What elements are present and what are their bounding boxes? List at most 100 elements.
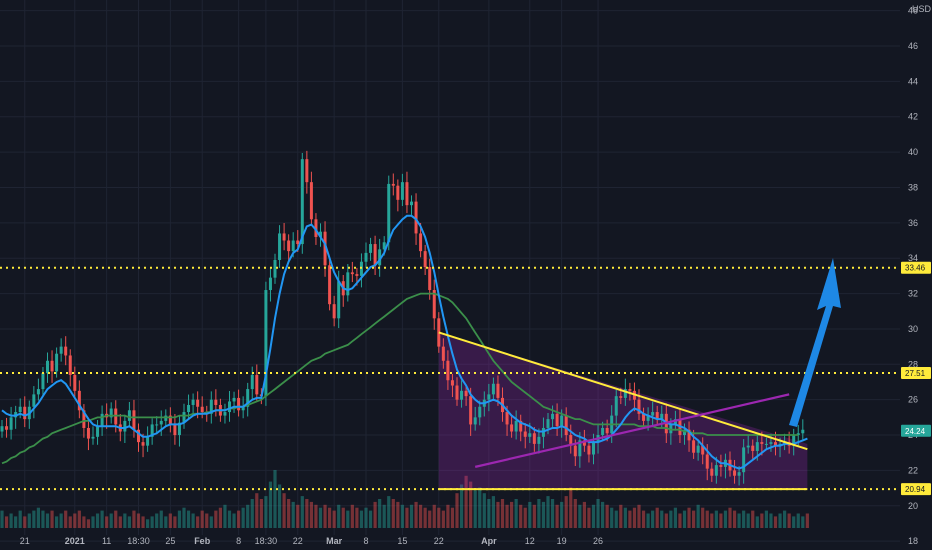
volume-bar [45,513,50,528]
volume-bar [18,510,22,528]
time-tick-label: 8 [236,536,241,546]
candle-body [346,272,350,296]
candle-body [582,440,586,446]
candle-body [209,399,213,414]
volume-bar [200,510,204,528]
triangle-pattern-fill [438,332,808,490]
candle-body [414,201,418,234]
volume-bar [337,504,341,528]
volume-bar [487,499,491,528]
candle-body [751,445,755,451]
candle-body [719,465,723,467]
volume-bar [287,499,291,528]
volume-bar [368,510,373,528]
candle-body [68,355,72,375]
candle-body [792,435,796,446]
candle-body [573,445,577,457]
candle-body [127,410,131,421]
candle-body [150,424,154,437]
candle-body [460,390,464,400]
candle-body [692,440,696,453]
volume-bar [623,507,627,528]
candle-body [268,277,272,291]
candle-body [746,445,750,448]
candle-body [364,252,368,262]
time-axis[interactable]: 21 2021 11 18:30 25 Feb 8 18:30 22 Mar 8 15 22 Apr 12 1… [20,536,603,546]
candle-body [77,390,81,411]
volume-bar [109,513,113,528]
volume-bar [255,493,259,528]
candle-body [96,426,100,437]
volume-bar [705,510,709,528]
trend-drawings [438,258,841,491]
volume-bar [259,499,263,528]
candle-body [569,435,573,446]
volume-bar [359,510,364,528]
candle-body [300,159,304,245]
volume-bar [309,501,313,528]
candle-body [255,374,259,395]
time-tick-label: 22 [293,536,303,546]
last-price-label: 24.24 [905,427,926,436]
volume-bar [23,516,27,528]
volume-bar [105,516,109,528]
time-tick-label: 18:30 [127,536,150,546]
volume-bar [277,484,282,528]
candle-body [369,244,373,253]
candle-body [64,346,68,356]
price-tick-label: 44 [908,76,918,86]
candle-body [742,447,746,473]
candle-body [755,442,759,451]
candle-body [191,399,195,405]
volume-bar [314,504,318,528]
candle-body [373,244,377,266]
volume-bar [264,496,268,528]
volume-bar [328,507,332,528]
candle-body [264,290,268,397]
volume-bar [573,499,577,528]
candle-body [769,442,773,444]
volume-bar [569,487,573,528]
volume-bar [127,516,131,528]
moving-average-long-line [1,292,799,465]
candle-body [332,304,336,319]
candle-body [432,290,436,319]
price-tick-label: 20 [908,501,918,511]
price-tick-label: 26 [908,395,918,405]
volume-bar [478,487,482,528]
candle-body [551,413,555,420]
volume-bar [500,499,505,528]
volume-bar [59,513,63,528]
volume-bar [601,501,605,528]
volume-bar [751,510,755,528]
candle-body [387,183,391,243]
volume-bar [459,484,464,528]
volume-bar [382,504,386,528]
time-tick-label: 11 [102,536,111,546]
volume-bar [732,510,737,528]
candle-body [537,436,541,444]
candle-body [487,394,491,400]
price-tick-label: 18 [908,536,918,546]
volume-bar [801,516,805,528]
time-tick-label: 8 [363,536,368,546]
candle-body [214,399,218,405]
volume-bar [341,507,345,528]
volume-bar [396,501,400,528]
volume-bar [769,513,773,528]
volume-bar [496,501,500,528]
candle-body [637,399,641,414]
volume-bar [682,510,687,528]
volume-bar [555,504,559,528]
volume-bar [50,510,54,528]
time-tick-label: Apr [481,536,497,546]
volume-bar [282,493,286,528]
candle-body [73,374,77,391]
volume-bar [619,504,623,528]
candle-body [282,233,286,241]
candle-body [655,412,659,420]
volume-bar [86,519,91,528]
volume-bar [223,504,227,528]
volume-bar [737,513,741,528]
